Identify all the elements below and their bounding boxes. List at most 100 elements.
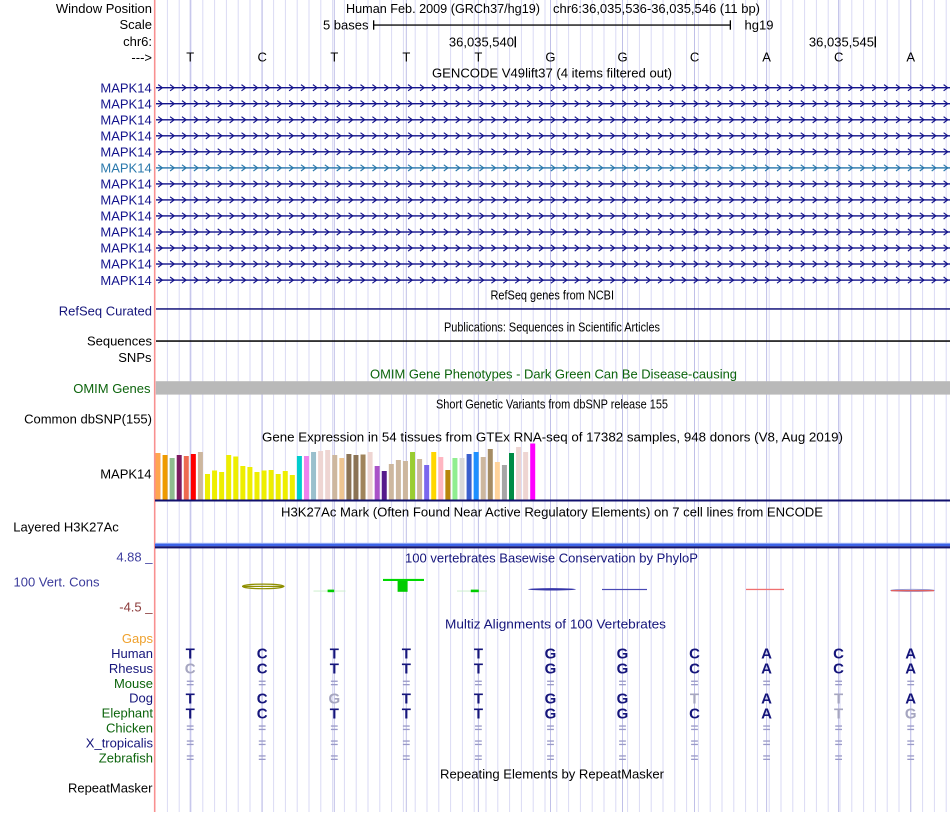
svg-text:T: T (186, 49, 194, 64)
svg-text:C: C (257, 661, 268, 678)
svg-text:MAPK14: MAPK14 (100, 467, 151, 482)
svg-text:MAPK14: MAPK14 (100, 161, 151, 176)
svg-text:A: A (761, 646, 772, 663)
svg-text:C: C (834, 49, 843, 64)
svg-text:MAPK14: MAPK14 (100, 257, 151, 272)
svg-text:G: G (617, 661, 629, 678)
svg-text:C: C (257, 691, 268, 708)
svg-text:Window Position: Window Position (56, 1, 152, 16)
svg-text:T: T (474, 646, 483, 663)
svg-text:Elephant: Elephant (102, 706, 154, 721)
svg-text:T: T (402, 706, 411, 723)
svg-text:G: G (328, 691, 340, 708)
svg-text:T: T (330, 49, 338, 64)
svg-text:T: T (474, 706, 483, 723)
svg-text:RefSeq genes from NCBI: RefSeq genes from NCBI (491, 288, 615, 303)
svg-text:hg19: hg19 (745, 17, 774, 32)
svg-text:A: A (905, 646, 916, 663)
svg-text:MAPK14: MAPK14 (100, 209, 151, 224)
svg-text:GENCODE V49lift37 (4 items fil: GENCODE V49lift37 (4 items filtered out) (432, 66, 672, 81)
svg-text:OMIM Gene Phenotypes - Dark Gr: OMIM Gene Phenotypes - Dark Green Can Be… (370, 367, 737, 382)
svg-text:5 bases: 5 bases (323, 17, 369, 32)
svg-text:T: T (402, 691, 411, 708)
svg-text:100 vertebrates Basewise Conse: 100 vertebrates Basewise Conservation by… (405, 551, 698, 566)
svg-text:G: G (545, 706, 557, 723)
svg-text:MAPK14: MAPK14 (100, 96, 151, 111)
svg-text:MAPK14: MAPK14 (100, 193, 151, 208)
svg-text:Short Genetic Variants from db: Short Genetic Variants from dbSNP releas… (436, 397, 668, 412)
svg-text:G: G (545, 646, 557, 663)
svg-text:RefSeq Curated: RefSeq Curated (59, 304, 152, 319)
svg-text:T: T (474, 49, 482, 64)
svg-text:Human Feb. 2009 (GRCh37/hg19): Human Feb. 2009 (GRCh37/hg19) (346, 1, 540, 16)
svg-text:A: A (762, 49, 771, 64)
svg-text:T: T (402, 646, 411, 663)
svg-text:4.88 _: 4.88 _ (116, 550, 153, 565)
svg-text:Layered H3K27Ac: Layered H3K27Ac (13, 520, 119, 535)
svg-text:A: A (761, 691, 772, 708)
svg-text:36,035,545: 36,035,545 (809, 35, 874, 50)
svg-text:MAPK14: MAPK14 (100, 273, 151, 288)
svg-text:Dog: Dog (129, 691, 153, 706)
svg-text:36,035,540: 36,035,540 (449, 35, 514, 50)
svg-text:chr6:: chr6: (123, 34, 152, 49)
svg-text:A: A (905, 661, 916, 678)
svg-text:100 Vert. Cons: 100 Vert. Cons (14, 575, 100, 590)
svg-text:MAPK14: MAPK14 (100, 80, 151, 95)
svg-text:T: T (834, 691, 843, 708)
svg-text:Mouse: Mouse (114, 676, 153, 691)
svg-text:chr6:36,035,536-36,035,546 (11: chr6:36,035,536-36,035,546 (11 bp) (553, 1, 760, 16)
svg-text:C: C (833, 661, 844, 678)
svg-text:G: G (617, 49, 627, 64)
svg-text:Sequences: Sequences (87, 334, 153, 349)
svg-text:G: G (617, 646, 629, 663)
svg-text:G: G (617, 706, 629, 723)
svg-text:T: T (402, 49, 410, 64)
svg-text:A: A (906, 49, 915, 64)
svg-text:Multiz Alignments of 100 Verte: Multiz Alignments of 100 Vertebrates (445, 617, 667, 632)
svg-text:-4.5 _: -4.5 _ (119, 600, 153, 615)
svg-text:Publications: Sequences in Sci: Publications: Sequences in Scientific Ar… (444, 320, 660, 335)
svg-text:T: T (402, 661, 411, 678)
svg-text:MAPK14: MAPK14 (100, 128, 151, 143)
svg-text:Human: Human (111, 646, 153, 661)
svg-text:C: C (689, 646, 700, 663)
svg-text:SNPs: SNPs (118, 350, 152, 365)
svg-text:Chicken: Chicken (106, 721, 153, 736)
svg-text:Zebrafish: Zebrafish (99, 751, 153, 766)
svg-text:C: C (689, 706, 700, 723)
svg-text:OMIM Genes: OMIM Genes (73, 381, 151, 396)
svg-text:H3K27Ac Mark (Often Found Near: H3K27Ac Mark (Often Found Near Active Re… (281, 505, 823, 520)
svg-text:G: G (617, 691, 629, 708)
svg-text:X_tropicalis: X_tropicalis (86, 736, 154, 751)
svg-text:Rhesus: Rhesus (109, 661, 154, 676)
svg-text:G: G (545, 661, 557, 678)
svg-text:MAPK14: MAPK14 (100, 177, 151, 192)
svg-text:G: G (545, 691, 557, 708)
svg-text:T: T (330, 661, 339, 678)
svg-text:MAPK14: MAPK14 (100, 241, 151, 256)
svg-text:A: A (905, 691, 916, 708)
svg-text:T: T (330, 646, 339, 663)
svg-text:Scale: Scale (119, 17, 152, 32)
svg-text:A: A (761, 661, 772, 678)
svg-text:T: T (186, 706, 195, 723)
svg-text:T: T (186, 646, 195, 663)
svg-text:MAPK14: MAPK14 (100, 112, 151, 127)
svg-text:MAPK14: MAPK14 (100, 145, 151, 160)
svg-text:G: G (905, 706, 917, 723)
svg-text:C: C (833, 646, 844, 663)
svg-text:Gene Expression in 54 tissues: Gene Expression in 54 tissues from GTEx … (262, 430, 843, 445)
svg-text:T: T (474, 691, 483, 708)
svg-text:C: C (185, 661, 196, 678)
svg-text:Repeating Elements by RepeatMa: Repeating Elements by RepeatMasker (440, 767, 665, 782)
svg-text:T: T (330, 706, 339, 723)
svg-text:T: T (186, 691, 195, 708)
svg-text:A: A (761, 706, 772, 723)
svg-text:C: C (257, 706, 268, 723)
svg-text:T: T (834, 706, 843, 723)
svg-text:C: C (258, 49, 267, 64)
svg-text:T: T (474, 661, 483, 678)
svg-text:C: C (689, 661, 700, 678)
svg-text:RepeatMasker: RepeatMasker (68, 781, 153, 796)
